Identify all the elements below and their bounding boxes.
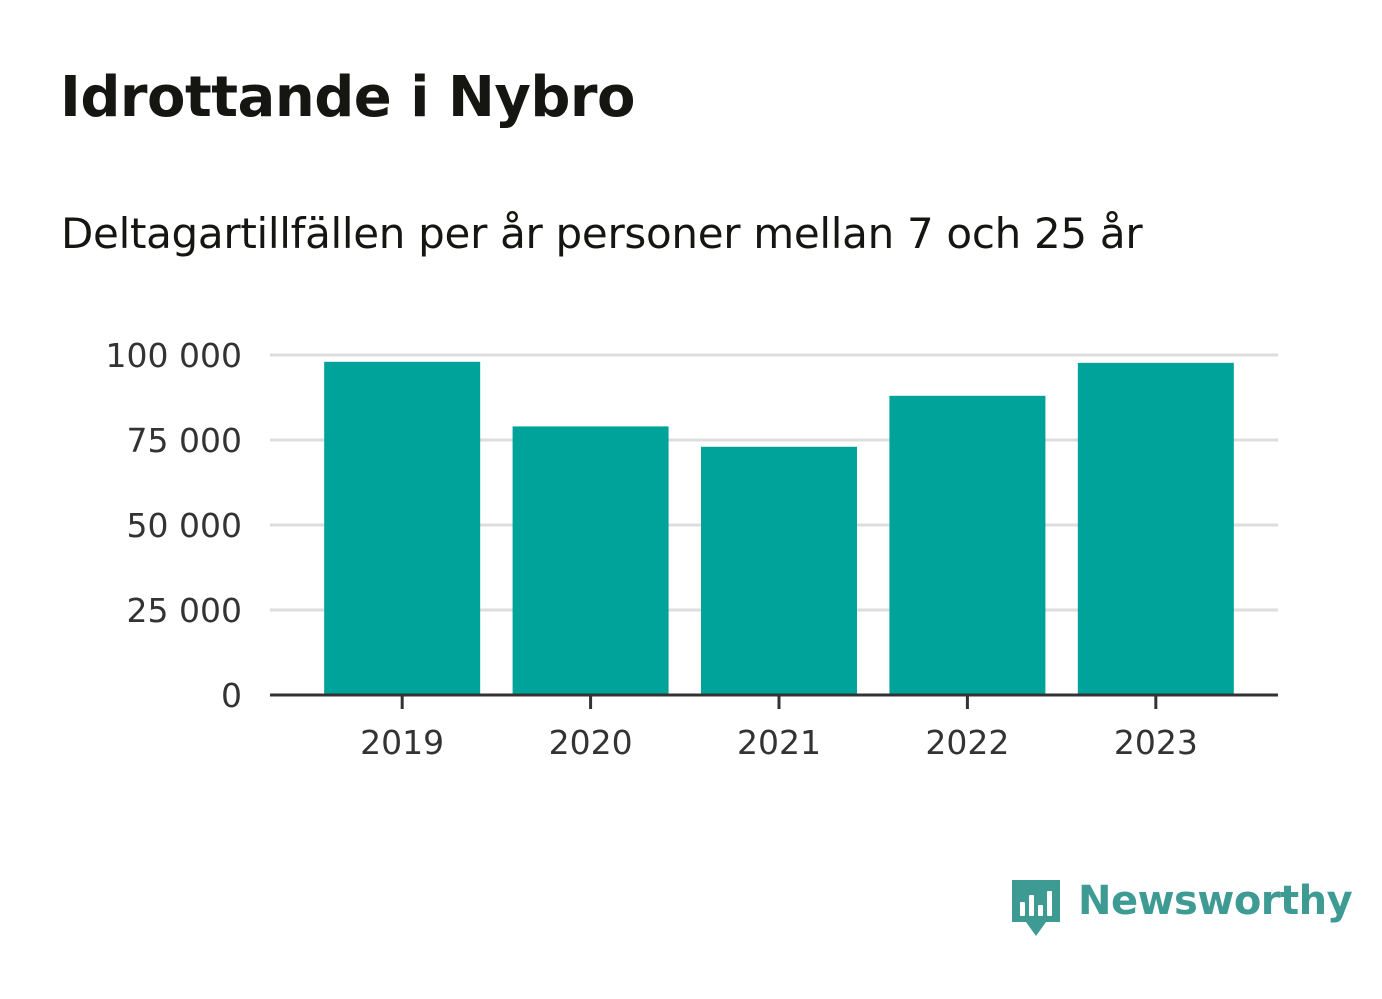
y-tick-labels: 0 25 000 50 000 75 000 100 000: [106, 336, 242, 715]
y-tick-label: 50 000: [127, 506, 242, 545]
newsworthy-logo-icon: [1012, 880, 1060, 936]
x-tick-label: 2019: [360, 723, 444, 762]
bar: [1077, 362, 1234, 695]
bars: [324, 361, 1234, 695]
y-tick-label: 25 000: [127, 591, 242, 630]
bar: [889, 395, 1046, 695]
y-tick-label: 100 000: [106, 336, 242, 375]
brand: Newsworthy: [1010, 878, 1353, 938]
bar: [324, 361, 481, 695]
y-tick-label: 75 000: [127, 421, 242, 460]
bar: [512, 426, 669, 695]
y-tick-label: 0: [221, 676, 242, 715]
x-tick-label: 2023: [1114, 723, 1198, 762]
bar: [701, 446, 857, 695]
chart-title: Idrottande i Nybro: [60, 65, 636, 130]
brand-name: Newsworthy: [1078, 878, 1353, 924]
x-tick-label: 2021: [737, 723, 821, 762]
chart-subtitle: Deltagartillfällen per år personer mella…: [61, 209, 1143, 258]
x-tick-label: 2020: [549, 723, 633, 762]
x-axis: [270, 693, 1278, 709]
x-tick-labels: 2019 2020 2021 2022 2023: [360, 723, 1198, 762]
x-tick-label: 2022: [925, 723, 1009, 762]
